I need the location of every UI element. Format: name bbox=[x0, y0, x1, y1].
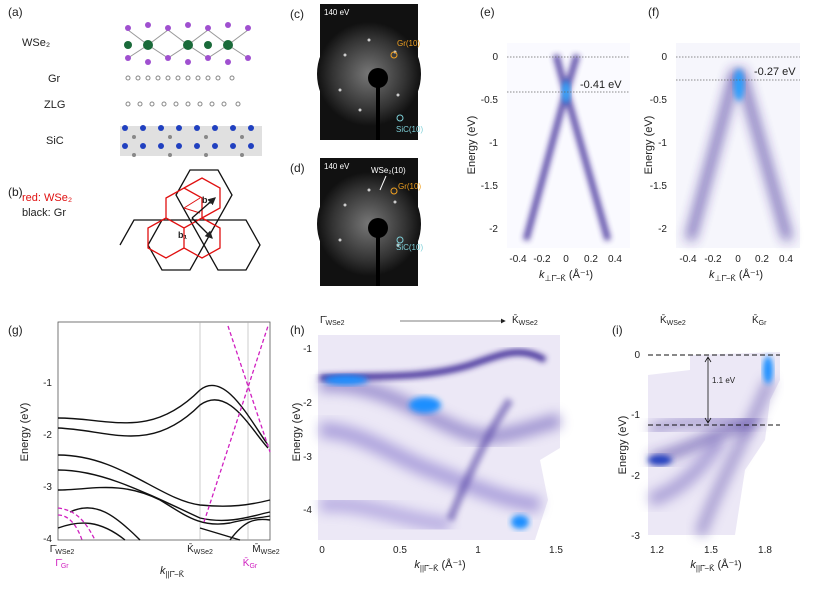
layer-label: SiC bbox=[46, 135, 64, 147]
panel-label: (e) bbox=[480, 5, 495, 19]
x-axis-label: k||Γ̄−K̄ (Å⁻¹) bbox=[414, 558, 465, 573]
x-tick-label: 0 bbox=[319, 545, 325, 556]
y-tick-label: -2 bbox=[43, 430, 52, 441]
zlg-layer bbox=[125, 101, 241, 107]
y-tick-label: 0 bbox=[661, 52, 667, 63]
wse2-structure bbox=[124, 22, 251, 65]
y-tick-label: -0.5 bbox=[650, 95, 668, 106]
x-axis-label: k||Γ̄−K̄ (Å⁻¹) bbox=[690, 558, 741, 573]
x-tick-label: M̄WSe2 bbox=[252, 542, 280, 556]
arpes-map bbox=[507, 43, 630, 248]
y-axis-label: Energy (eV) bbox=[466, 116, 478, 175]
x-tick-label: K̄WSe2 bbox=[187, 542, 213, 556]
y-tick-label: -1 bbox=[658, 138, 667, 149]
spot-label: SiC(10) bbox=[396, 243, 423, 252]
y-tick-label: -1 bbox=[43, 378, 52, 389]
arpes-map bbox=[318, 318, 562, 540]
spot-label: SiC(10) bbox=[396, 125, 423, 134]
gr-tick-label: Γ̄Gr bbox=[55, 558, 69, 570]
energy-label: 140 eV bbox=[324, 162, 350, 171]
y-axis-label: Energy (eV) bbox=[291, 403, 303, 462]
y-tick-label: -4 bbox=[43, 534, 52, 545]
y-tick-label: -1 bbox=[303, 344, 312, 355]
legend-black: black: Gr bbox=[22, 207, 66, 219]
panel-label: (f) bbox=[648, 5, 659, 19]
panel-label: (h) bbox=[290, 323, 305, 337]
x-tick-label: 0 bbox=[563, 254, 569, 265]
leed-image bbox=[317, 4, 421, 140]
spot-label: Gr(10) bbox=[398, 182, 421, 191]
y-tick-label: 0 bbox=[634, 350, 640, 361]
arpes-map bbox=[676, 43, 800, 248]
energy-label: 140 eV bbox=[324, 8, 350, 17]
vector-label: b₂ bbox=[202, 195, 212, 205]
x-tick-label: -0.4 bbox=[509, 254, 527, 265]
panel-label: (d) bbox=[290, 161, 305, 175]
gr-layer bbox=[125, 75, 235, 81]
y-tick-label: -4 bbox=[303, 505, 312, 516]
annotation: -0.41 eV bbox=[580, 79, 622, 91]
x-tick-label: 0 bbox=[735, 254, 741, 265]
layer-label: Gr bbox=[48, 73, 61, 85]
top-label: K̄Gr bbox=[752, 313, 767, 327]
y-tick-label: -3 bbox=[303, 452, 312, 463]
leed-image bbox=[317, 158, 421, 286]
x-tick-label: 0.2 bbox=[584, 254, 598, 265]
y-axis-label: Energy (eV) bbox=[19, 403, 31, 462]
x-tick-label: 1.5 bbox=[549, 545, 563, 556]
x-axis-label: k⊥Γ̄−K̄ (Å⁻¹) bbox=[539, 268, 593, 283]
annotation: -0.27 eV bbox=[754, 66, 796, 78]
y-tick-label: -0.5 bbox=[481, 95, 499, 106]
annotation: 1.1 eV bbox=[712, 376, 736, 385]
y-tick-label: -2 bbox=[489, 224, 498, 235]
spot-label: Gr(10) bbox=[397, 39, 420, 48]
x-tick-label: 0.2 bbox=[755, 254, 769, 265]
arpes-map bbox=[647, 352, 780, 537]
y-axis-label: Energy (eV) bbox=[643, 116, 655, 175]
y-tick-label: -2 bbox=[631, 471, 640, 482]
sic-structure bbox=[120, 125, 262, 157]
panel-label: (i) bbox=[612, 323, 623, 337]
panel-label: (b) bbox=[8, 185, 23, 199]
y-tick-label: -2 bbox=[658, 224, 667, 235]
panel-label: (c) bbox=[290, 7, 304, 21]
top-label: K̄WSe2 bbox=[660, 313, 686, 327]
x-axis-label: k||Γ̄−K̄ bbox=[160, 565, 185, 579]
y-tick-label: -2 bbox=[303, 398, 312, 409]
top-label: K̄WSe2 bbox=[512, 313, 538, 327]
y-tick-label: -1.5 bbox=[481, 181, 499, 192]
y-tick-label: -1 bbox=[631, 410, 640, 421]
panel-label: (g) bbox=[8, 323, 23, 337]
layer-label: ZLG bbox=[44, 99, 65, 111]
x-tick-label: 0.5 bbox=[393, 545, 407, 556]
top-label: Γ̄WSe2 bbox=[320, 315, 345, 327]
spot-label: WSe₂(10) bbox=[371, 166, 406, 175]
band-structure bbox=[57, 321, 271, 541]
x-tick-label: 0.4 bbox=[608, 254, 622, 265]
x-tick-label: 1.8 bbox=[758, 545, 772, 556]
x-tick-label: 0.4 bbox=[779, 254, 793, 265]
vector-label: b₁ bbox=[178, 230, 187, 240]
panel-label: (a) bbox=[8, 5, 23, 19]
x-tick-label: -0.2 bbox=[533, 254, 551, 265]
x-axis-label: k⊥Γ̄−K̄ (Å⁻¹) bbox=[709, 268, 763, 283]
y-tick-label: -3 bbox=[631, 531, 640, 542]
x-tick-label: -0.2 bbox=[704, 254, 722, 265]
brillouin-zones bbox=[119, 169, 261, 271]
x-tick-label: 1.2 bbox=[650, 545, 664, 556]
x-tick-label: Γ̄WSe2 bbox=[50, 544, 75, 556]
y-tick-label: -3 bbox=[43, 482, 52, 493]
layer-label: WSe₂ bbox=[22, 37, 50, 49]
y-axis-label: Energy (eV) bbox=[617, 416, 629, 475]
y-tick-label: -1.5 bbox=[650, 181, 668, 192]
gr-tick-label: K̄Gr bbox=[243, 556, 258, 570]
x-tick-label: 1.5 bbox=[704, 545, 718, 556]
y-tick-label: -1 bbox=[489, 138, 498, 149]
x-tick-label: 1 bbox=[475, 545, 481, 556]
x-tick-label: -0.4 bbox=[679, 254, 697, 265]
y-tick-label: 0 bbox=[492, 52, 498, 63]
legend-red: red: WSe₂ bbox=[22, 192, 72, 204]
